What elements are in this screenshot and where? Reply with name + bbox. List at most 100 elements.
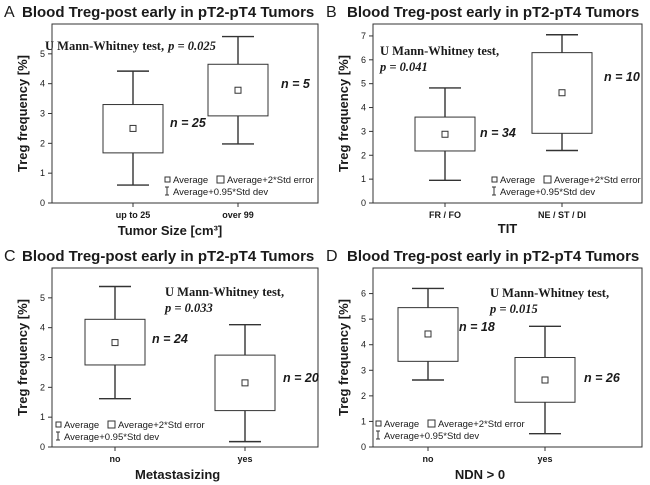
p-value: p = 0.041 [379, 60, 428, 74]
y-tick-label: 5 [40, 293, 45, 303]
y-tick-label: 0 [40, 198, 45, 208]
x-category-label: FR / FO [429, 210, 461, 220]
n-label: n = 34 [480, 126, 516, 140]
x-axis-label: NDN > 0 [455, 467, 505, 482]
panel-letter: B [326, 4, 337, 21]
x-category-label: yes [237, 454, 252, 464]
y-tick-label: 2 [40, 382, 45, 392]
x-axis-label: Tumor Size [cm³] [118, 223, 223, 238]
box-se [414, 116, 476, 152]
y-axis-label: Treg frequency [%] [336, 55, 351, 172]
y-tick-label: 4 [361, 340, 366, 350]
y-tick-label: 4 [40, 323, 45, 333]
test-name: U Mann-Whitney test, [380, 44, 499, 58]
y-tick-label: 2 [361, 391, 366, 401]
x-category-label: no [423, 454, 434, 464]
y-tick-label: 0 [40, 442, 45, 452]
n-label: n = 20 [283, 371, 319, 385]
panel-letter: A [4, 4, 15, 21]
legend-average: Average [384, 419, 419, 430]
y-tick-label: 5 [40, 49, 45, 59]
y-tick-label: 2 [40, 138, 45, 148]
panel-title: Blood Treg-post early in pT2-pT4 Tumors [347, 248, 639, 265]
y-tick-label: 3 [40, 353, 45, 363]
x-category-label: NE / ST / DI [538, 210, 586, 220]
legend-box-icon [543, 175, 552, 184]
y-tick-label: 3 [361, 126, 366, 136]
legend-se: Average+2*Std error [438, 419, 525, 430]
n-label: n = 18 [459, 320, 495, 334]
y-tick-label: 5 [361, 79, 366, 89]
mean-marker [234, 86, 242, 94]
n-label: n = 5 [281, 77, 311, 91]
legend-se: Average+2*Std error [554, 175, 641, 186]
p-value: p = 0.025 [167, 39, 216, 53]
mean-marker [541, 376, 549, 384]
plot-frame [372, 23, 643, 204]
y-tick-label: 6 [361, 289, 366, 299]
legend-box-icon [107, 420, 116, 429]
legend-average: Average [500, 175, 535, 186]
legend-mean-icon [164, 176, 171, 183]
mean-marker [558, 89, 566, 97]
y-tick-label: 1 [40, 412, 45, 422]
y-tick-label: 1 [40, 168, 45, 178]
y-tick-label: 0 [361, 442, 366, 452]
legend-sd: Average+0.95*Std dev [384, 431, 479, 442]
y-tick-label: 3 [40, 109, 45, 119]
y-tick-label: 4 [40, 79, 45, 89]
y-tick-label: 6 [361, 55, 366, 65]
test-name: U Mann-Whitney test, [165, 285, 284, 299]
legend-se: Average+2*Std error [227, 175, 314, 186]
y-axis-label: Treg frequency [%] [336, 299, 351, 416]
legend-se: Average+2*Std error [118, 420, 205, 431]
p-value: p = 0.015 [489, 302, 538, 316]
legend-mean-icon [375, 420, 382, 427]
mean-marker [129, 124, 137, 132]
panel-title: Blood Treg-post early in pT2-pT4 Tumors [347, 4, 639, 21]
x-category-label: up to 25 [116, 210, 151, 220]
panel-letter: D [326, 248, 338, 265]
y-tick-label: 3 [361, 365, 366, 375]
test-name: U Mann-Whitney test, [490, 286, 609, 300]
stat-test-annotation: U Mann-Whitney test, p = 0.025 [45, 39, 216, 53]
legend-sd: Average+0.95*Std dev [64, 432, 159, 443]
legend-box-icon [427, 419, 436, 428]
legend-average: Average [173, 175, 208, 186]
n-label: n = 25 [170, 116, 207, 130]
y-tick-label: 1 [361, 174, 366, 184]
x-axis-label: Metastasizing [135, 467, 220, 482]
y-tick-label: 4 [361, 103, 366, 113]
x-axis-label: TIT [498, 221, 518, 236]
legend-sd: Average+0.95*Std dev [173, 187, 268, 198]
y-tick-label: 2 [361, 150, 366, 160]
legend-average: Average [64, 420, 99, 431]
y-tick-label: 5 [361, 314, 366, 324]
test-name: U Mann-Whitney test, [45, 39, 164, 53]
y-axis-label: Treg frequency [%] [15, 55, 30, 172]
n-label: n = 24 [152, 332, 188, 346]
y-tick-label: 7 [361, 31, 366, 41]
panel-a: A Blood Treg-post early in pT2-pT4 Tumors… [4, 4, 319, 238]
x-category-label: yes [537, 454, 552, 464]
p-value: p = 0.033 [164, 301, 213, 315]
y-axis-label: Treg frequency [%] [15, 299, 30, 416]
panel-title: Blood Treg-post early in pT2-pT4 Tumors [22, 248, 314, 265]
panel-b: B Blood Treg-post early in pT2-pT4 Tumors… [326, 4, 643, 236]
n-label: n = 26 [584, 371, 621, 385]
panel-c: C Blood Treg-post early in pT2-pT4 Tumors… [4, 248, 319, 482]
panel-letter: C [4, 248, 16, 265]
mean-marker [111, 339, 119, 347]
legend-sd: Average+0.95*Std dev [500, 187, 595, 198]
legend-box-icon [216, 175, 225, 184]
mean-marker [441, 130, 449, 138]
legend-mean-icon [55, 421, 62, 428]
y-tick-label: 0 [361, 198, 366, 208]
panel-d: D Blood Treg-post early in pT2-pT4 Tumors… [326, 248, 643, 482]
y-tick-label: 1 [361, 416, 366, 426]
panel-title: Blood Treg-post early in pT2-pT4 Tumors [22, 4, 314, 21]
x-category-label: over 99 [222, 210, 254, 220]
mean-marker [424, 330, 432, 338]
x-category-label: no [110, 454, 121, 464]
